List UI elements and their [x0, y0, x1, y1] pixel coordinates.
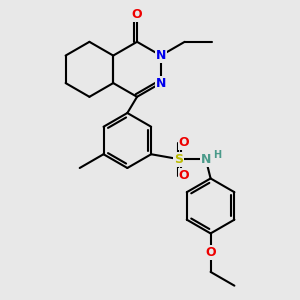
Text: S: S — [174, 152, 183, 166]
Text: N: N — [200, 152, 211, 166]
Text: N: N — [156, 76, 166, 90]
Text: N: N — [156, 49, 166, 62]
Text: H: H — [213, 150, 221, 160]
Text: O: O — [179, 169, 189, 182]
Text: O: O — [205, 246, 216, 259]
Text: O: O — [179, 136, 189, 149]
Text: O: O — [132, 8, 142, 21]
